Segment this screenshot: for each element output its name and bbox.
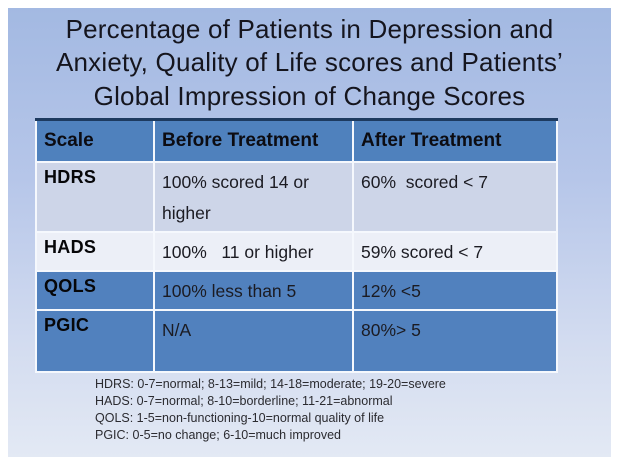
cell-qols-scale: QOLS: [35, 269, 155, 312]
scores-table-container: Scale Before Treatment After Treatment H…: [35, 118, 558, 374]
cell-hdrs-before: 100% scored 14 or higher: [153, 160, 354, 233]
cell-pgic-before: N/A: [153, 309, 354, 374]
cell-hdrs-scale: HDRS: [35, 160, 155, 233]
cell-qols-before: 100% less than 5: [153, 269, 354, 312]
title-line-2: Anxiety, Quality of Life scores and Pati…: [55, 47, 564, 78]
footnote-qols: QOLS: 1-5=non-functioning-10=normal qual…: [95, 411, 385, 426]
footnote-hads: HADS: 0-7=normal; 8-10=borderline; 11-21…: [95, 394, 393, 409]
cell-pgic-after: 80%> 5: [352, 309, 558, 374]
header-scale: Scale: [35, 118, 155, 163]
footnote-pgic: PGIC: 0-5=no change; 6-10=much improved: [95, 428, 341, 443]
title-line-1: Percentage of Patients in Depression and: [65, 14, 554, 44]
footnotes-block: HDRS: 0-7=normal; 8-13=mild; 14-18=moder…: [95, 376, 446, 445]
cell-qols-after: 12% <5: [352, 269, 558, 312]
footnote-hdrs: HDRS: 0-7=normal; 8-13=mild; 14-18=moder…: [95, 377, 446, 391]
slide-title: Percentage of Patients in Depression and…: [8, 13, 611, 113]
cell-hads-after: 59% scored < 7: [352, 230, 558, 272]
scores-table: Scale Before Treatment After Treatment H…: [35, 118, 558, 374]
table-row-hdrs: HDRS 100% scored 14 or higher 60% scored…: [35, 160, 558, 233]
header-before-treatment: Before Treatment: [153, 118, 354, 163]
table-row-qols: QOLS 100% less than 5 12% <5: [35, 269, 558, 312]
slide-background: Percentage of Patients in Depression and…: [8, 8, 611, 457]
table-row-hads: HADS 100% 11 or higher 59% scored < 7: [35, 230, 558, 272]
cell-hdrs-after: 60% scored < 7: [352, 160, 558, 233]
header-after-treatment: After Treatment: [352, 118, 558, 163]
cell-hads-scale: HADS: [35, 230, 155, 272]
table-header-row: Scale Before Treatment After Treatment: [35, 118, 558, 163]
title-line-3: Global Impression of Change Scores: [93, 80, 526, 111]
cell-pgic-scale: PGIC: [35, 309, 155, 374]
cell-hads-before: 100% 11 or higher: [153, 230, 354, 272]
table-row-pgic: PGIC N/A 80%> 5: [35, 309, 558, 374]
